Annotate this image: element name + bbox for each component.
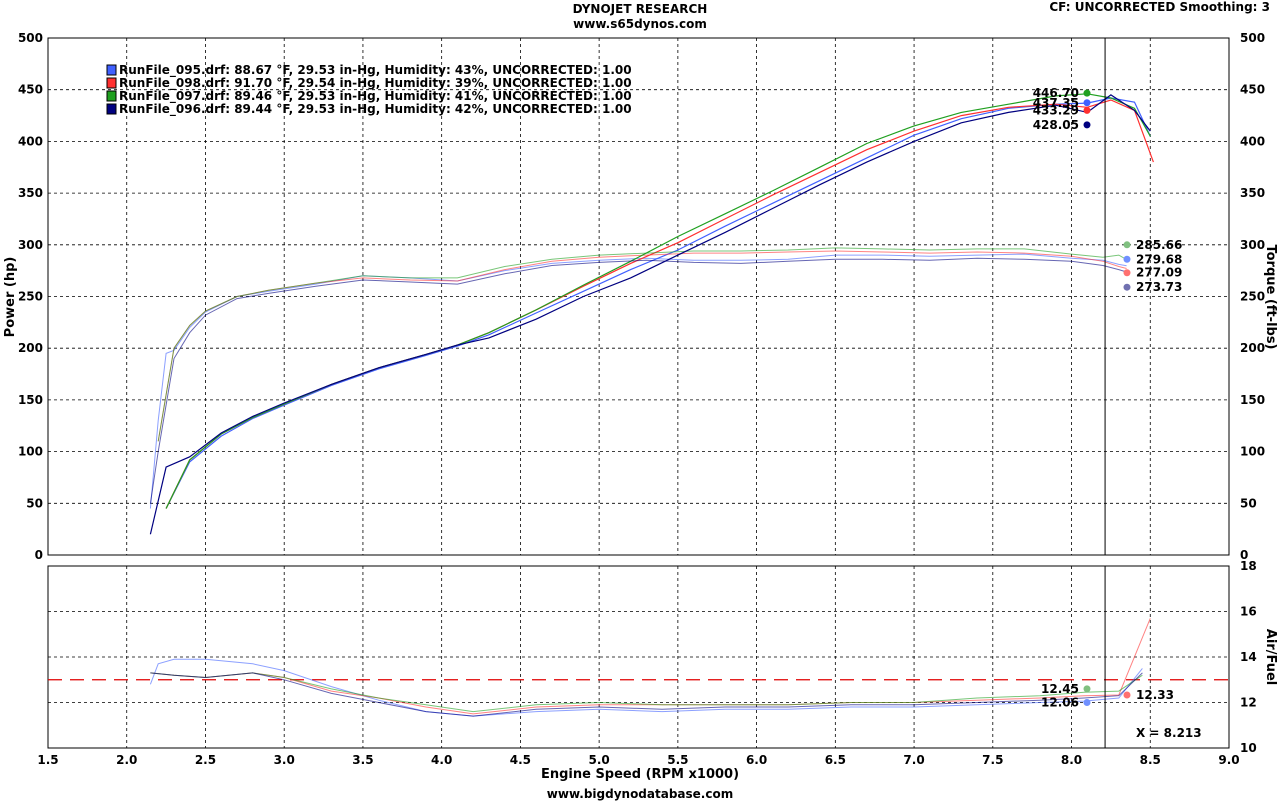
- power-readout-1: 437.35: [1033, 96, 1079, 110]
- power-readout-marker-0: [1083, 89, 1091, 97]
- power-readout-0: 446.70: [1033, 86, 1079, 100]
- y-tick-label: 100: [18, 445, 43, 459]
- y2-tick-label: 50: [1240, 496, 1257, 510]
- legend-swatch-3: [106, 103, 117, 115]
- x-tick-label: 2.5: [195, 753, 216, 767]
- y-tick-label: 450: [18, 83, 43, 97]
- chart-header: DYNOJET RESEARCH www.s65dynos.com: [0, 2, 1280, 32]
- afr-line-0: [149, 658, 1143, 717]
- x-tick-label: 7.0: [903, 753, 924, 767]
- afr-line-3: [150, 672, 1143, 717]
- cursor-readout: X = 8.213: [1136, 726, 1202, 740]
- x-tick-label: 4.5: [510, 753, 531, 767]
- y2-tick-label: 300: [1240, 238, 1265, 252]
- legend-entry-3: RunFile_096.drf: 89.44 °F, 29.53 in-Hg, …: [119, 102, 632, 117]
- x-tick-label: 2.0: [116, 753, 137, 767]
- chart-title: DYNOJET RESEARCH: [572, 2, 708, 16]
- x-tick-label: 3.5: [352, 753, 373, 767]
- power-readout-marker-1: [1083, 99, 1091, 107]
- x-tick-label: 7.5: [982, 753, 1003, 767]
- y-tick-label: 150: [18, 393, 43, 407]
- afr-readout-marker-2: [1123, 691, 1131, 699]
- x-tick-label: 8.0: [1061, 753, 1082, 767]
- y-tick-label: 300: [18, 238, 43, 252]
- x-tick-label: 3.0: [274, 753, 295, 767]
- y-tick-label: 350: [18, 186, 43, 200]
- afr-tick-label: 18: [1240, 559, 1257, 573]
- torque-readout-1: 279.68: [1136, 252, 1182, 266]
- x-tick-label: 4.0: [431, 753, 452, 767]
- torque-line-0: [149, 253, 1127, 509]
- y2-tick-label: 0: [1240, 548, 1248, 562]
- y-tick-label: 400: [18, 134, 43, 148]
- torque-line-3: [149, 257, 1127, 504]
- afr-readout-marker-0: [1083, 685, 1091, 693]
- y2-tick-label: 500: [1240, 31, 1265, 45]
- torque-readout-2: 277.09: [1136, 266, 1182, 280]
- power-line-3: [149, 94, 1151, 535]
- afr-axis-title: Air/Fuel: [1263, 629, 1278, 685]
- y2-tick-label: 350: [1240, 186, 1265, 200]
- y2-tick-label: 150: [1240, 393, 1265, 407]
- y-axis-title: Power (hp): [3, 257, 18, 338]
- torque-readout-marker-2: [1123, 269, 1131, 277]
- legend-swatch-1: [106, 77, 117, 89]
- afr-tick-label: 10: [1240, 741, 1257, 755]
- y2-tick-label: 450: [1240, 83, 1265, 97]
- y2-tick-label: 400: [1240, 134, 1265, 148]
- legend-entry-2: RunFile_097.drf: 89.46 °F, 29.53 in-Hg, …: [119, 89, 632, 104]
- power-readout-marker-3: [1083, 121, 1091, 129]
- y-tick-label: 250: [18, 290, 43, 304]
- legend-entry-1: RunFile_098.drf: 91.70 °F, 29.54 in-Hg, …: [119, 76, 632, 91]
- site-url: www.s65dynos.com: [573, 17, 707, 31]
- correction-label: CF: UNCORRECTED Smoothing: 3: [1049, 0, 1270, 14]
- legend-swatch-0: [106, 64, 117, 76]
- afr-readout-marker-1: [1083, 699, 1091, 706]
- x-tick-label: 1.5: [37, 753, 58, 767]
- afr-readout-0: 12.45: [1041, 682, 1079, 696]
- y-tick-label: 200: [18, 341, 43, 355]
- torque-readout-0: 285.66: [1136, 238, 1182, 252]
- afr-line-2: [150, 672, 1143, 713]
- power-readout-marker-2: [1083, 106, 1091, 114]
- x-tick-label: 6.5: [825, 753, 846, 767]
- y2-tick-label: 200: [1240, 341, 1265, 355]
- torque-line-2: [157, 247, 1127, 442]
- legend-entry-0: RunFile_095.drf: 88.67 °F, 29.53 in-Hg, …: [119, 63, 632, 78]
- footer-url: www.bigdynodatabase.com: [546, 787, 734, 801]
- torque-readout-3: 273.73: [1136, 280, 1182, 294]
- y-tick-label: 500: [18, 31, 43, 45]
- x-tick-label: 9.0: [1218, 753, 1239, 767]
- x-tick-label: 8.5: [1140, 753, 1161, 767]
- y-tick-label: 0: [35, 548, 43, 562]
- torque-readout-marker-3: [1123, 283, 1131, 291]
- afr-readout-2: 12.33: [1136, 688, 1174, 702]
- afr-tick-label: 16: [1240, 605, 1257, 619]
- power-line-2: [165, 93, 1151, 509]
- x-tick-label: 6.0: [746, 753, 767, 767]
- legend-swatch-2: [106, 90, 117, 102]
- afr-tick-label: 12: [1240, 696, 1257, 710]
- y-tick-label: 50: [26, 496, 43, 510]
- x-tick-label: 5.0: [589, 753, 610, 767]
- power-readout-3: 428.05: [1033, 118, 1079, 132]
- x-axis-title: Engine Speed (RPM x1000): [541, 767, 739, 782]
- y2-tick-label: 100: [1240, 445, 1265, 459]
- y2-tick-label: 250: [1240, 290, 1265, 304]
- afr-tick-label: 14: [1240, 650, 1257, 664]
- afr-readout-1: 12.06: [1041, 696, 1079, 710]
- x-tick-label: 5.5: [667, 753, 688, 767]
- y2-axis-title: Torque (ft-lbs): [1263, 244, 1278, 349]
- torque-readout-marker-0: [1123, 241, 1131, 249]
- torque-readout-marker-1: [1123, 255, 1131, 263]
- power-readout-2: 433.29: [1033, 103, 1079, 117]
